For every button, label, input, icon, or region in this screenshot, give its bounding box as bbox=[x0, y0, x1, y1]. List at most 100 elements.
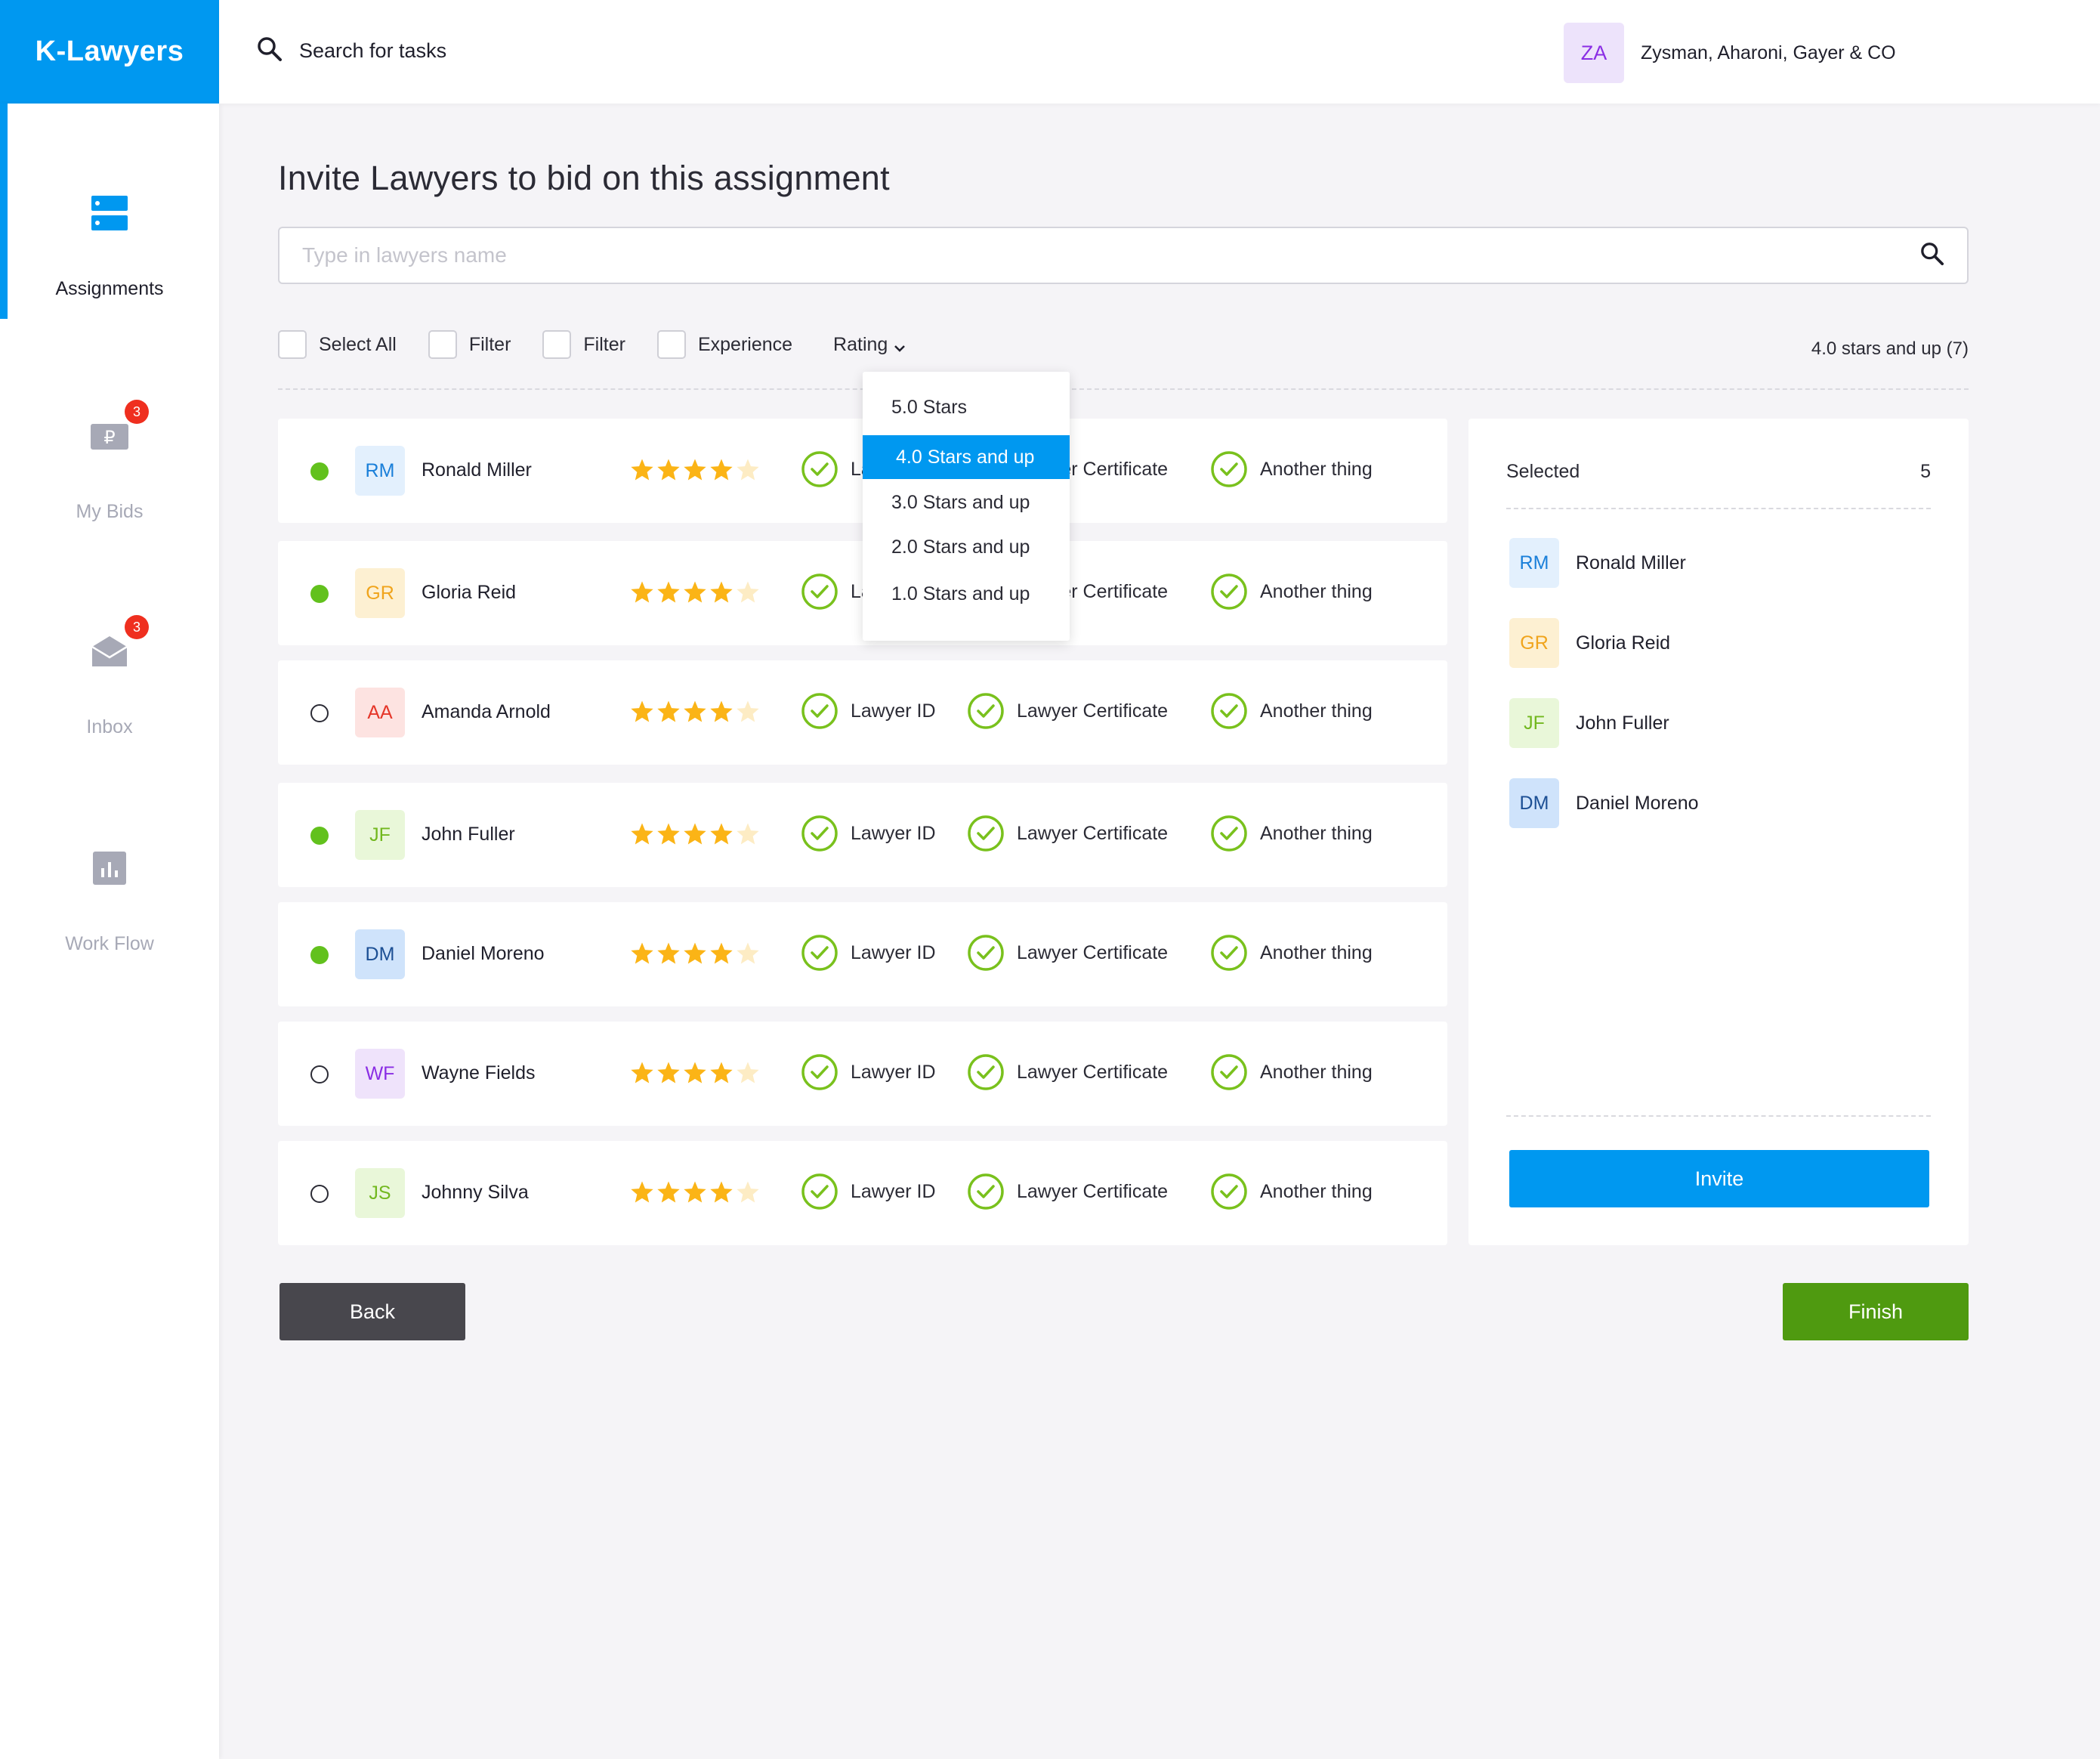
divider bbox=[1506, 508, 1931, 509]
rating-option-5[interactable]: 5.0 Stars bbox=[891, 396, 968, 418]
inbox-badge: 3 bbox=[125, 615, 149, 639]
selected-lawyer-item[interactable]: JF John Fuller bbox=[1509, 698, 1669, 748]
checkbox-label: Filter bbox=[583, 333, 625, 355]
bids-badge: 3 bbox=[125, 400, 149, 424]
star-icon bbox=[737, 823, 759, 845]
cert-label: Another thing bbox=[1260, 580, 1373, 602]
chart-icon bbox=[87, 845, 132, 891]
rating-stars bbox=[630, 1061, 762, 1084]
selection-radio[interactable] bbox=[310, 1185, 329, 1203]
lawyer-name: Daniel Moreno bbox=[422, 943, 545, 964]
cert-label: Lawyer ID bbox=[851, 1061, 936, 1083]
invite-button[interactable]: Invite bbox=[1509, 1150, 1929, 1207]
lawyer-row[interactable]: DM Daniel Moreno Lawyer ID Lawyer Certifica… bbox=[278, 902, 1447, 1006]
cert-label: Another thing bbox=[1260, 941, 1373, 963]
avatar: GR bbox=[1509, 618, 1559, 668]
company-account[interactable]: ZA Zysman, Aharoni, Gayer & CO bbox=[1564, 23, 1896, 83]
checkbox-box[interactable] bbox=[542, 330, 572, 359]
lawyer-search-input[interactable] bbox=[302, 243, 1920, 267]
app-logo[interactable]: K-Lawyers bbox=[0, 0, 219, 104]
sidebar-item-assignments[interactable]: Assignments bbox=[0, 190, 219, 300]
check-circle-icon bbox=[1211, 935, 1247, 971]
rating-stars bbox=[630, 1180, 762, 1204]
lawyer-row[interactable]: JF John Fuller Lawyer ID Lawyer Certificate… bbox=[278, 783, 1447, 887]
search-icon[interactable] bbox=[1920, 242, 1944, 270]
lawyer-row[interactable]: AA Amanda Arnold Lawyer ID Lawyer Certifica… bbox=[278, 660, 1447, 765]
lawyer-id-badge: Lawyer ID bbox=[801, 1053, 936, 1091]
task-search[interactable]: Search for tasks bbox=[257, 36, 446, 66]
rating-option-4[interactable]: 4.0 Stars and up bbox=[863, 435, 1070, 479]
rating-stars bbox=[630, 700, 762, 723]
avatar: RM bbox=[1509, 538, 1559, 588]
sidebar-item-label: Assignments bbox=[55, 278, 164, 299]
star-icon bbox=[710, 581, 733, 603]
star-icon bbox=[631, 581, 653, 603]
check-circle-icon bbox=[1211, 815, 1247, 852]
checkbox-box[interactable] bbox=[278, 330, 307, 359]
filter-checkbox-2[interactable]: Filter bbox=[542, 330, 625, 359]
star-icon bbox=[631, 1181, 653, 1203]
lawyer-row[interactable]: WF Wayne Fields Lawyer ID Lawyer Certificat… bbox=[278, 1022, 1447, 1126]
star-icon bbox=[684, 459, 706, 481]
selected-lawyer-name: Gloria Reid bbox=[1576, 632, 1671, 654]
star-icon bbox=[684, 700, 706, 722]
avatar: DM bbox=[355, 929, 405, 979]
selection-radio[interactable] bbox=[310, 462, 329, 481]
selection-radio[interactable] bbox=[310, 1065, 329, 1084]
experience-checkbox[interactable]: Experience bbox=[656, 330, 792, 359]
cert-label: Lawyer Certificate bbox=[1017, 822, 1169, 844]
rating-option-3[interactable]: 3.0 Stars and up bbox=[891, 491, 1030, 513]
lawyer-id-badge: Lawyer ID bbox=[801, 1173, 936, 1210]
selection-radio[interactable] bbox=[310, 585, 329, 603]
cert-label: Another thing bbox=[1260, 1061, 1373, 1083]
cert-label: Lawyer Certificate bbox=[1017, 700, 1169, 722]
rating-dropdown-toggle[interactable]: Rating bbox=[833, 332, 906, 357]
selected-lawyer-item[interactable]: GR Gloria Reid bbox=[1509, 618, 1670, 668]
star-icon bbox=[737, 700, 759, 722]
filter-checkbox-1[interactable]: Filter bbox=[428, 330, 511, 359]
search-icon bbox=[257, 36, 283, 66]
selected-panel: Selected 5 RM Ronald Miller GR Gloria Reid J… bbox=[1468, 419, 1969, 1245]
avatar: DM bbox=[1509, 778, 1559, 828]
another-thing-badge: Another thing bbox=[1210, 573, 1373, 611]
bids-icon: ₽ 3 bbox=[87, 400, 149, 459]
star-icon bbox=[684, 942, 706, 964]
rating-option-1[interactable]: 1.0 Stars and up bbox=[891, 583, 1030, 604]
lawyer-row[interactable]: JS Johnny Silva Lawyer ID Lawyer Certificat… bbox=[278, 1141, 1447, 1245]
sidebar-item-inbox[interactable]: 3 Inbox bbox=[0, 615, 219, 738]
another-thing-badge: Another thing bbox=[1210, 1053, 1373, 1091]
check-circle-icon bbox=[801, 1054, 838, 1090]
cert-label: Lawyer Certificate bbox=[1017, 1180, 1169, 1202]
finish-button[interactable]: Finish bbox=[1783, 1283, 1969, 1340]
checkbox-box[interactable] bbox=[656, 330, 686, 359]
selection-radio[interactable] bbox=[310, 704, 329, 722]
cert-label: Lawyer ID bbox=[851, 700, 936, 722]
selected-lawyer-name: Ronald Miller bbox=[1576, 552, 1686, 573]
select-all-checkbox[interactable]: Select All bbox=[278, 330, 397, 359]
back-button[interactable]: Back bbox=[279, 1283, 465, 1340]
checkbox-box[interactable] bbox=[428, 330, 457, 359]
selected-lawyer-item[interactable]: DM Daniel Moreno bbox=[1509, 778, 1699, 828]
rating-option-2[interactable]: 2.0 Stars and up bbox=[891, 536, 1030, 558]
star-icon bbox=[657, 581, 680, 603]
another-thing-badge: Another thing bbox=[1210, 1173, 1373, 1210]
sidebar-item-my-bids[interactable]: ₽ 3 My Bids bbox=[0, 400, 219, 523]
rating-label: Rating bbox=[833, 333, 888, 355]
star-icon bbox=[710, 1181, 733, 1203]
sidebar-item-label: Work Flow bbox=[65, 933, 154, 954]
star-icon bbox=[737, 1062, 759, 1084]
lawyer-name: Amanda Arnold bbox=[422, 701, 551, 722]
sidebar-item-work-flow[interactable]: Work Flow bbox=[0, 845, 219, 955]
selection-radio[interactable] bbox=[310, 827, 329, 845]
sidebar-item-label: Inbox bbox=[86, 716, 133, 737]
star-icon bbox=[710, 700, 733, 722]
star-icon bbox=[684, 581, 706, 603]
selected-lawyer-item[interactable]: RM Ronald Miller bbox=[1509, 538, 1686, 588]
lawyer-name: Gloria Reid bbox=[422, 582, 517, 603]
check-circle-icon bbox=[968, 693, 1004, 729]
rating-stars bbox=[630, 580, 762, 604]
check-circle-icon bbox=[801, 573, 838, 610]
check-circle-icon bbox=[1211, 693, 1247, 729]
assignments-icon bbox=[87, 190, 132, 236]
selection-radio[interactable] bbox=[310, 946, 329, 964]
